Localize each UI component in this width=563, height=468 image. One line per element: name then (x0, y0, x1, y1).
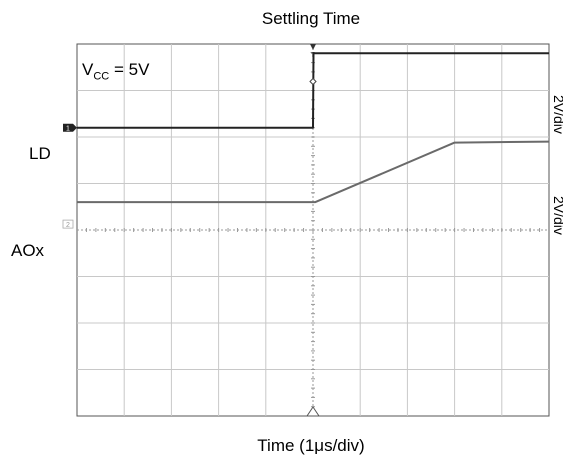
channel-marker-shape (63, 123, 77, 132)
trigger-label: T (311, 52, 316, 59)
trigger-time-marker (306, 406, 320, 417)
channel-marker-aox: 2 (62, 219, 74, 229)
channel-marker-text: 2 (66, 222, 70, 229)
scale-label-aox: 2V/div (551, 196, 563, 235)
scale-label-ld: 2V/div (551, 95, 563, 134)
markers: 1 2 T (62, 44, 320, 417)
trigger-level-marker (309, 77, 317, 86)
x-axis-label: Time (1μs/div) (257, 436, 365, 455)
traces (77, 52, 550, 204)
channel-marker-ld: 1 (63, 123, 77, 133)
channel-label-aox: AOx (11, 241, 45, 260)
channel-marker-shape (62, 219, 74, 229)
trace-aox (77, 140, 550, 204)
channel-label-ld: LD (29, 144, 51, 163)
channel-marker-text: 1 (66, 126, 70, 133)
trigger-position-marker (310, 44, 316, 50)
supply-voltage-annotation: VCC = 5V (82, 60, 150, 83)
trace-ld (77, 52, 549, 129)
chart-title: Settling Time (261, 9, 361, 28)
